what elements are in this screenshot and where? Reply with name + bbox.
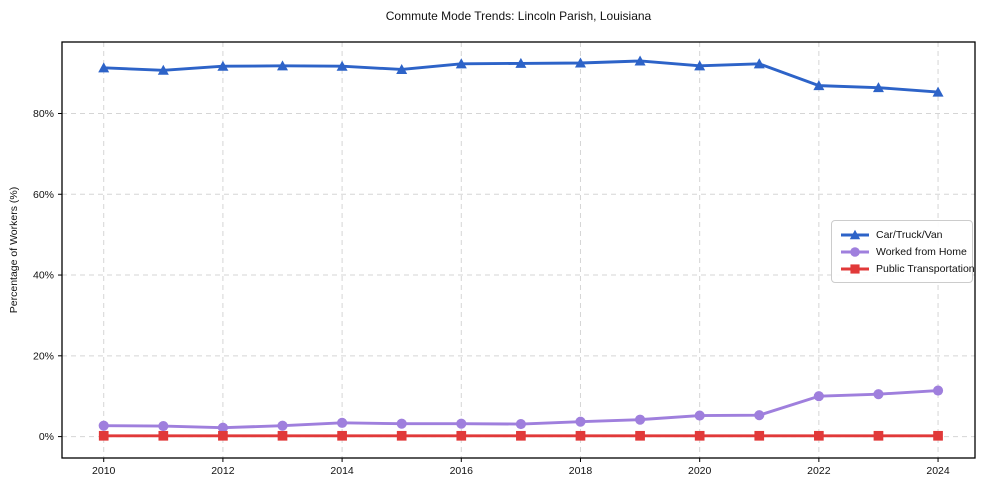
- legend-label: Car/Truck/Van: [876, 228, 943, 241]
- x-tick-label: 2016: [450, 465, 474, 477]
- square-marker-icon: [841, 263, 869, 274]
- legend-item-worked-from-home: Worked from Home: [840, 243, 972, 260]
- x-tick-label: 2014: [330, 465, 354, 477]
- x-tick-label: 2012: [211, 465, 235, 477]
- y-tick-label: 20%: [33, 350, 54, 362]
- chart-title: Commute Mode Trends: Lincoln Parish, Lou…: [385, 9, 652, 23]
- x-tick-label: 2024: [926, 465, 950, 477]
- y-tick-label: 60%: [33, 189, 54, 201]
- circle-marker-icon: [841, 246, 869, 257]
- y-tick-label: 80%: [33, 108, 54, 120]
- y-tick-label: 40%: [33, 270, 54, 282]
- y-tick-label: 0%: [39, 431, 54, 443]
- legend-item-public-transportation: Public Transportation: [840, 260, 975, 277]
- legend-item-car-truck-van: Car/Truck/Van: [840, 226, 972, 243]
- legend-label: Public Transportation: [876, 262, 975, 275]
- x-tick-label: 2018: [569, 465, 593, 477]
- legend-label: Worked from Home: [876, 245, 967, 258]
- legend: Car/Truck/Van Worked from Home Public Tr…: [831, 220, 975, 283]
- x-tick-label: 2010: [92, 465, 116, 477]
- triangle-marker-icon: [841, 229, 869, 239]
- x-tick-label: 2022: [807, 465, 831, 477]
- x-tick-label: 2020: [688, 465, 712, 477]
